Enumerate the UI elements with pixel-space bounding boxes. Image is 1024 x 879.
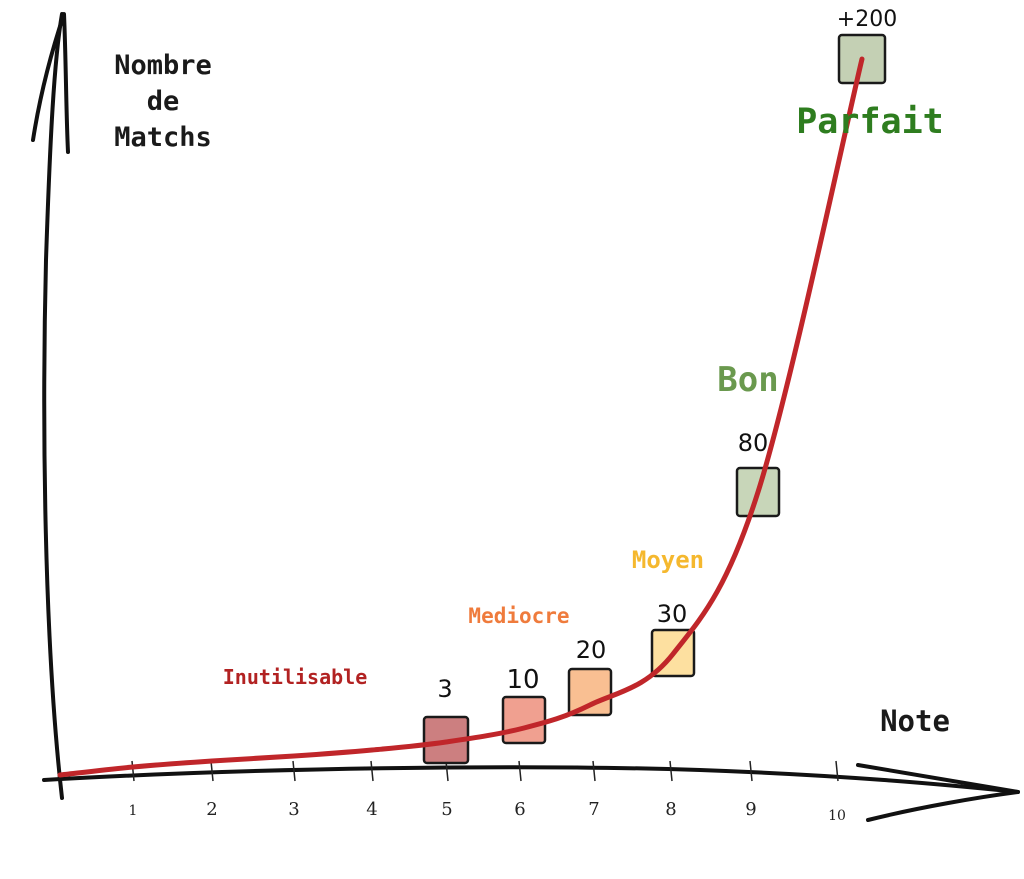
category-label: Moyen	[632, 546, 704, 574]
data-marker	[567, 667, 613, 717]
x-tick	[370, 760, 374, 782]
x-tick	[210, 760, 214, 782]
x-axis-arrowhead	[856, 763, 1020, 822]
x-tick	[131, 760, 135, 782]
x-axis-title: Note	[880, 704, 950, 738]
value-labels: 3 10 20 30 80 +200	[437, 7, 897, 703]
x-axis-line	[42, 765, 1020, 794]
category-label: Parfait	[796, 102, 944, 142]
x-tick-label: 10	[828, 808, 846, 824]
x-tick	[669, 760, 673, 782]
x-tick	[445, 760, 449, 782]
category-label: Bon	[717, 360, 778, 400]
data-marker	[501, 695, 547, 745]
value-label: 20	[576, 636, 607, 664]
data-markers	[422, 33, 887, 765]
category-labels: Inutilisable Mediocre Moyen Bon Parfait	[223, 102, 944, 689]
x-tick-label: 5	[441, 799, 452, 820]
x-tick-labels: 1 2 3 4 5 6 7 8 9 10	[129, 799, 846, 824]
category-label: Mediocre	[468, 604, 569, 628]
y-axis-title-line: Nombre	[114, 50, 212, 81]
x-tick-label: 6	[514, 799, 525, 820]
axes	[31, 12, 1020, 822]
x-tick	[835, 760, 839, 782]
x-tick	[518, 760, 522, 782]
value-label: +200	[837, 7, 897, 32]
value-label: 30	[657, 600, 688, 628]
y-axis-title-line: Matchs	[114, 122, 212, 153]
x-tick	[749, 760, 753, 782]
x-tick-label: 4	[366, 799, 377, 820]
x-tick-label: 8	[665, 799, 676, 820]
x-tick-label: 2	[206, 799, 217, 820]
y-axis-title: Nombre de Matchs	[114, 50, 212, 153]
value-label: 3	[437, 675, 452, 703]
x-ticks	[131, 760, 839, 782]
x-tick-label: 7	[588, 799, 599, 820]
category-label: Inutilisable	[223, 665, 368, 689]
x-tick-label: 9	[745, 799, 756, 820]
x-tick	[592, 760, 596, 782]
y-axis-line	[42, 12, 64, 800]
x-tick	[292, 760, 296, 782]
x-tick-label: 1	[129, 803, 138, 819]
value-label: 80	[738, 429, 769, 457]
series-curve	[57, 56, 865, 778]
x-tick-label: 3	[288, 799, 299, 820]
value-label: 10	[506, 665, 539, 695]
y-axis-arrowhead	[31, 12, 70, 154]
y-axis-title-line: de	[147, 86, 180, 117]
